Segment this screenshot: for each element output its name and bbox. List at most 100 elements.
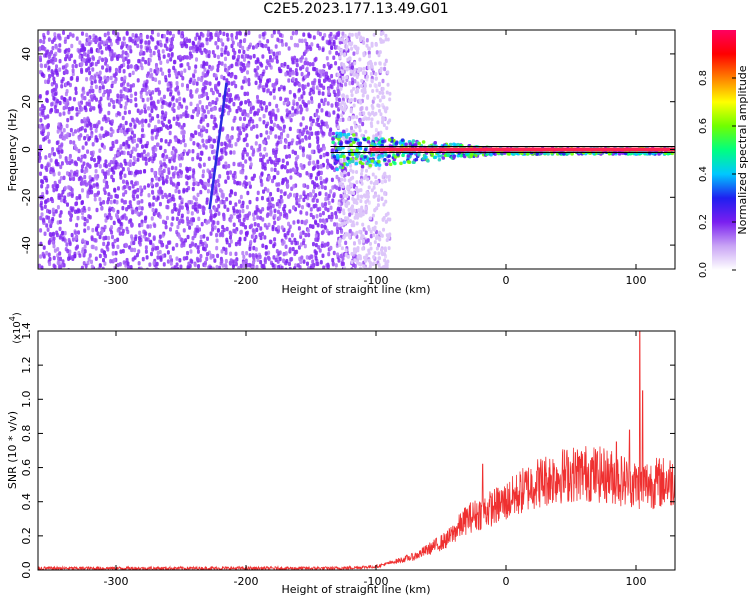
- heatmap-cell: [309, 207, 313, 212]
- heatmap-cell: [86, 123, 90, 128]
- heatmap-cell: [187, 261, 191, 267]
- heatmap-cell: [214, 100, 218, 106]
- heatmap-cell: [328, 65, 332, 70]
- heatmap-cell: [153, 69, 157, 74]
- heatmap-cell: [354, 198, 358, 203]
- heatmap-cell: [45, 90, 49, 96]
- heatmap-cell: [411, 160, 416, 165]
- heatmap-cell: [310, 42, 314, 47]
- heatmap-cell: [289, 35, 293, 41]
- heatmap-cell: [50, 107, 54, 113]
- heatmap-cell: [249, 239, 253, 245]
- heatmap-cell: [112, 258, 116, 263]
- heatmap-cell: [367, 65, 371, 70]
- heatmap-cell: [145, 34, 149, 40]
- heatmap-cell: [328, 131, 332, 137]
- heatmap-cell: [370, 43, 374, 48]
- heatmap-cell: [75, 36, 79, 41]
- heatmap-cell: [170, 150, 174, 156]
- heatmap-cell: [194, 130, 198, 136]
- heatmap-cell: [267, 135, 271, 140]
- heatmap-cell: [121, 115, 125, 121]
- heatmap-cell: [360, 181, 364, 186]
- heatmap-cell: [150, 216, 154, 221]
- heatmap-cell: [220, 52, 224, 57]
- heatmap-cell: [74, 86, 78, 92]
- heatmap-cell: [87, 58, 91, 64]
- heatmap-cell: [176, 224, 180, 230]
- heatmap-cell: [238, 128, 242, 134]
- heatmap-cell: [189, 249, 193, 254]
- heatmap-cell: [168, 159, 172, 164]
- heatmap-cell: [115, 212, 119, 218]
- heatmap-cell: [58, 235, 62, 240]
- heatmap-cell: [77, 156, 81, 162]
- heatmap-cell: [106, 31, 110, 36]
- heatmap-cell: [217, 80, 221, 86]
- heatmap-cell: [180, 43, 184, 49]
- heatmap-cell: [332, 79, 336, 84]
- heatmap-cell: [373, 251, 377, 256]
- heatmap-cell: [70, 193, 74, 198]
- heatmap-cell: [346, 156, 350, 161]
- heatmap-cell: [143, 215, 147, 221]
- heatmap-cell: [196, 264, 200, 269]
- heatmap-cell: [143, 87, 147, 93]
- heatmap-cell: [53, 32, 57, 37]
- heatmap-cell: [99, 107, 103, 112]
- heatmap-cell: [87, 102, 91, 107]
- heatmap-cell: [225, 32, 229, 38]
- heatmap-cell: [125, 226, 129, 232]
- heatmap-cell: [136, 211, 140, 216]
- heatmap-cell: [334, 61, 338, 66]
- heatmap-cell: [361, 222, 365, 227]
- heatmap-cell: [95, 207, 99, 213]
- heatmap-cell: [566, 151, 571, 155]
- heatmap-cell: [152, 100, 156, 105]
- heatmap-cell: [75, 222, 79, 228]
- heatmap-cell: [38, 263, 42, 269]
- heatmap-cell: [329, 189, 333, 194]
- heatmap-cell: [199, 150, 203, 156]
- heatmap-cell: [363, 71, 367, 76]
- heatmap-cell: [114, 159, 118, 165]
- heatmap-cell: [204, 49, 208, 54]
- heatmap-cell: [293, 168, 297, 174]
- heatmap-cell: [368, 241, 372, 246]
- heatmap-cell: [197, 35, 201, 40]
- heatmap-cell: [89, 105, 93, 111]
- heatmap-cell: [370, 117, 374, 122]
- heatmap-cell: [339, 51, 343, 56]
- heatmap-cell: [384, 153, 388, 157]
- heatmap-cell: [379, 66, 383, 71]
- heatmap-cell: [198, 94, 202, 99]
- heatmap-cell: [338, 243, 342, 248]
- heatmap-cell: [343, 170, 347, 175]
- heatmap-cell: [104, 46, 108, 51]
- heatmap-cell: [119, 89, 123, 94]
- heatmap-cell: [145, 255, 149, 260]
- heatmap-cell: [125, 257, 129, 263]
- heatmap-cell: [149, 96, 153, 101]
- heatmap-cell: [374, 42, 378, 47]
- heatmap-cell: [250, 223, 254, 228]
- heatmap-cell: [273, 208, 277, 213]
- heatmap-cell: [145, 267, 149, 269]
- heatmap-cell: [383, 190, 387, 195]
- heatmap-cell: [121, 41, 125, 46]
- heatmap-cell: [306, 73, 310, 79]
- heatmap-cell: [156, 113, 160, 119]
- heatmap-cell: [294, 30, 298, 36]
- heatmap-cell: [372, 96, 376, 101]
- heatmap-cell: [58, 213, 62, 218]
- heatmap-cell: [334, 210, 338, 216]
- heatmap-cell: [67, 185, 71, 190]
- heatmap-cell: [102, 199, 106, 205]
- heatmap-cell: [46, 30, 50, 36]
- heatmap-cell: [341, 76, 345, 81]
- heatmap-cell: [206, 189, 210, 194]
- heatmap-cell: [271, 108, 275, 114]
- heatmap-cell: [247, 77, 251, 83]
- heatmap-cell: [145, 48, 149, 53]
- heatmap-cell: [319, 154, 323, 160]
